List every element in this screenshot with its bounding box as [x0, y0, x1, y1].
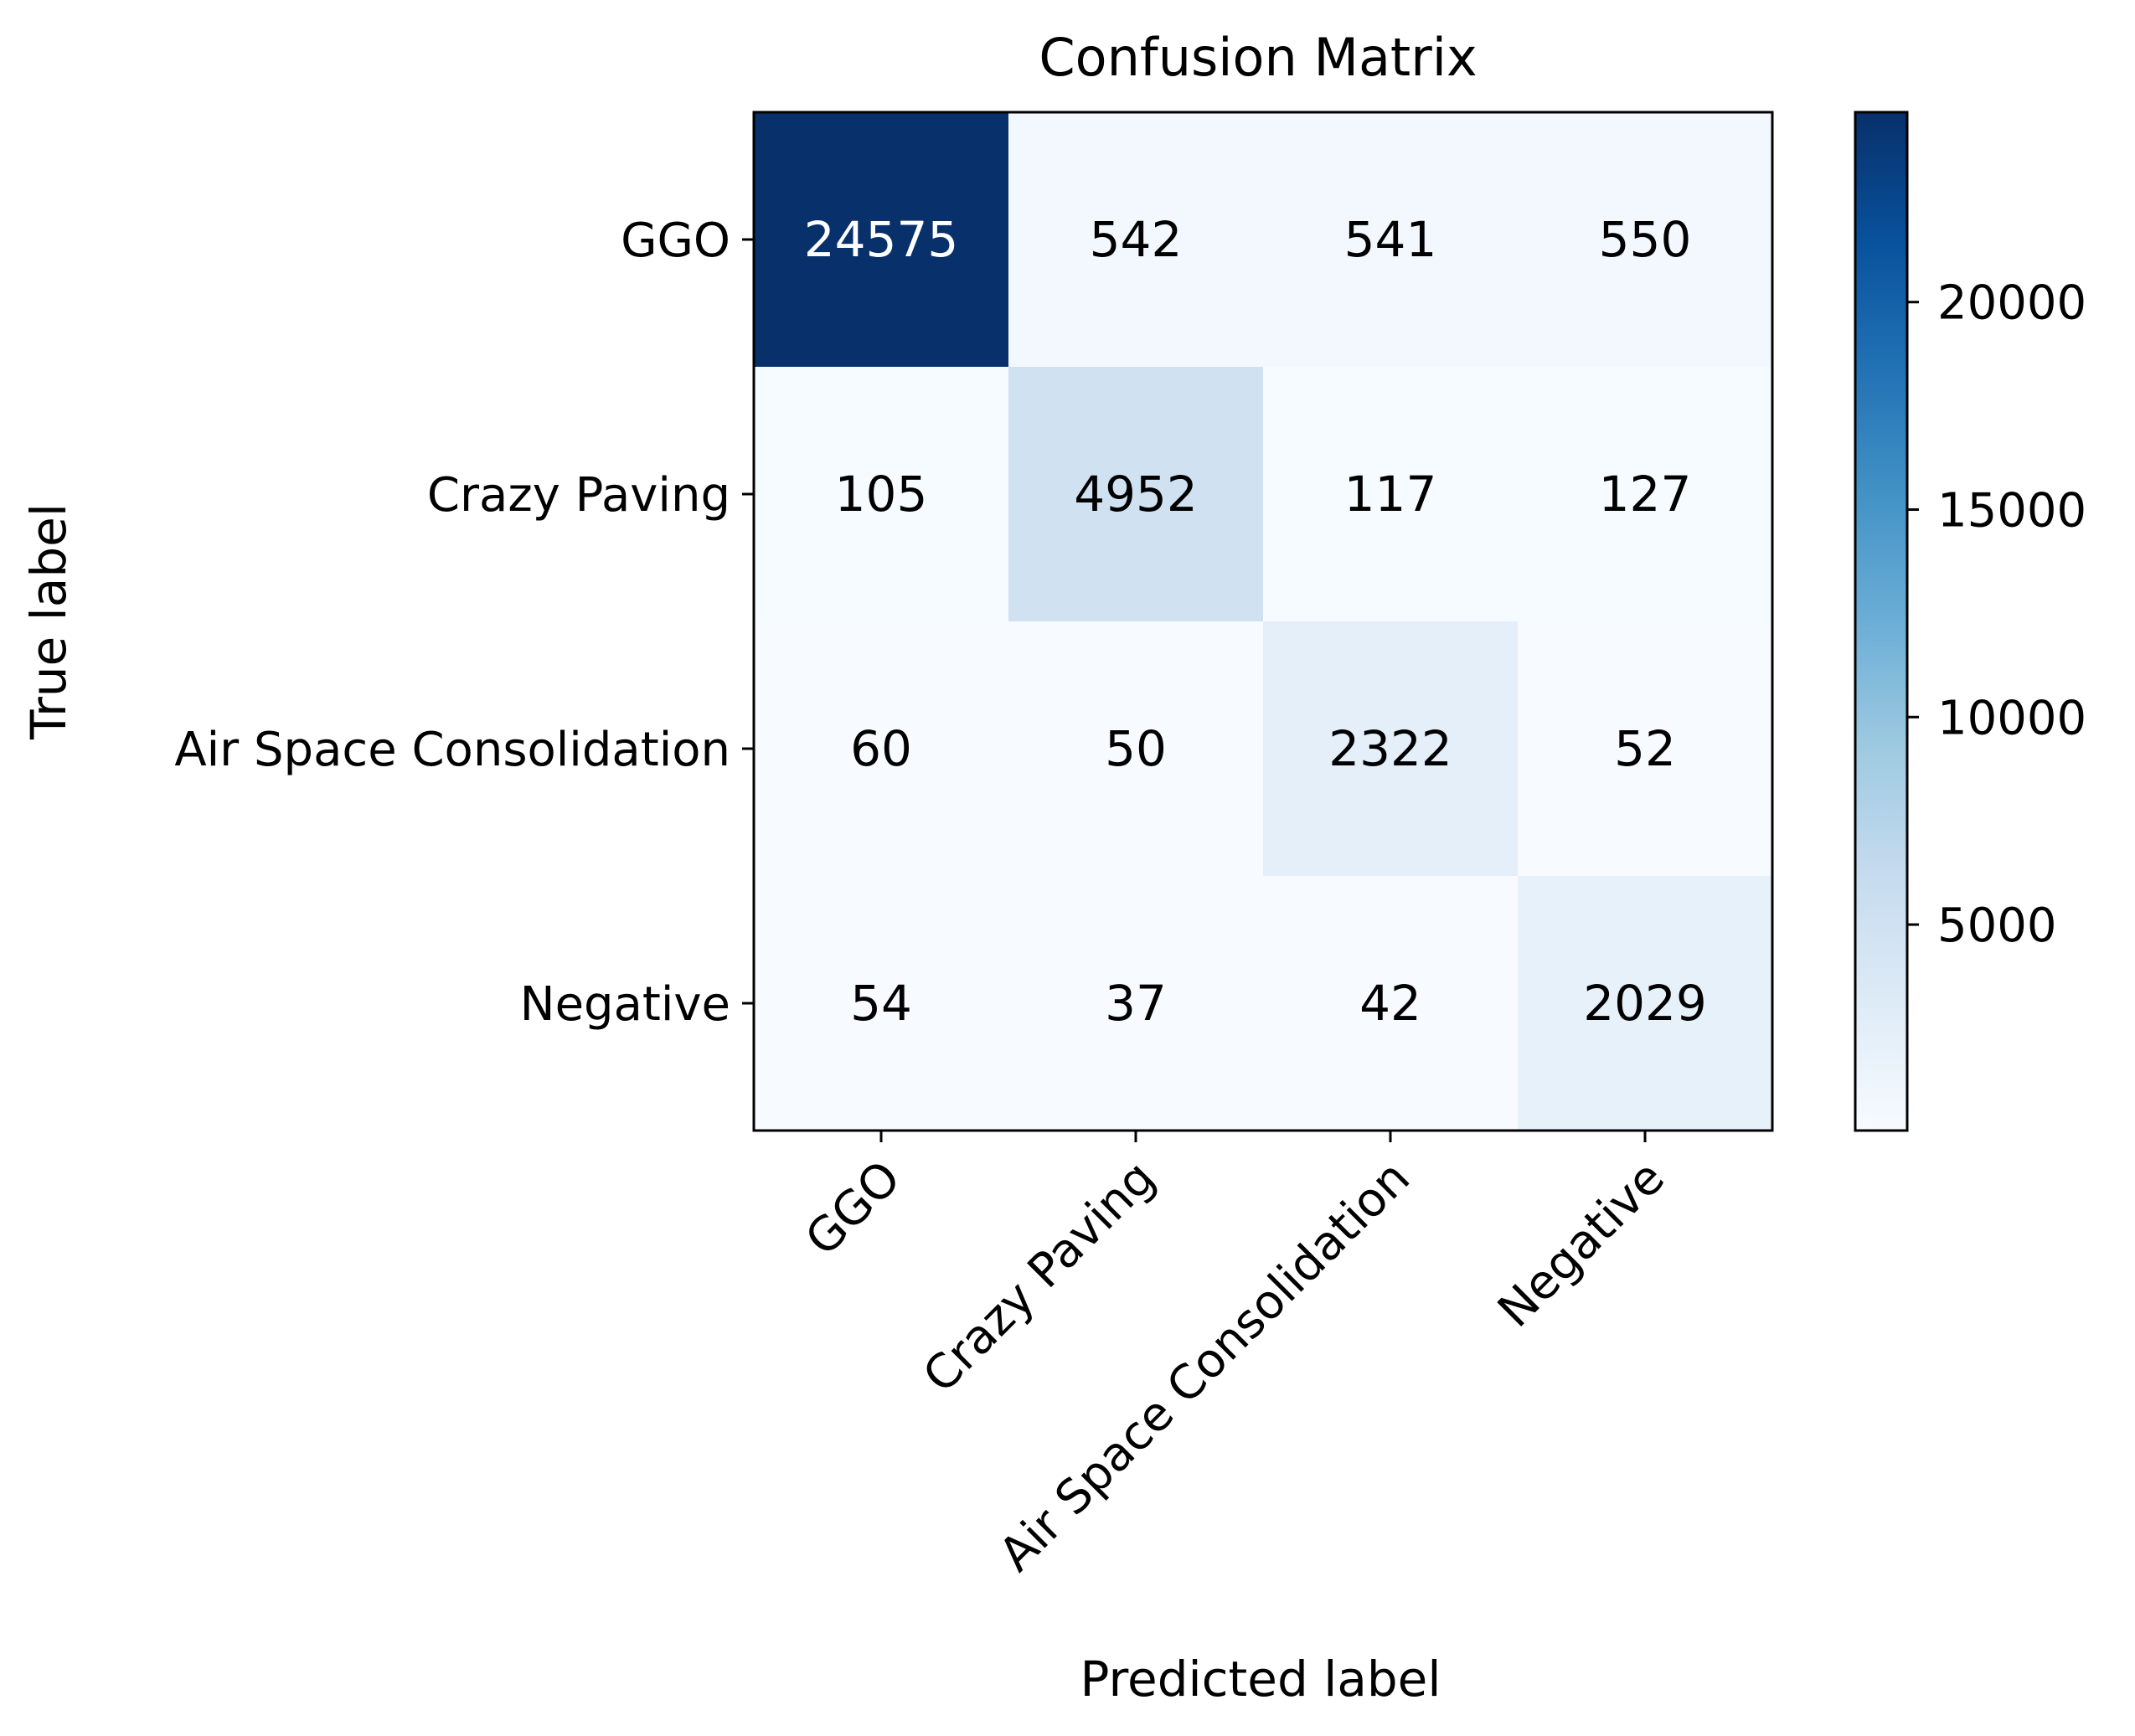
- cell-value-label: 542: [1090, 211, 1183, 268]
- colorbar-tick-label: 10000: [1937, 691, 2086, 745]
- cell-value-label: 50: [1105, 720, 1167, 777]
- cell-value-label: 2029: [1583, 975, 1707, 1032]
- cell-value-label: 52: [1614, 720, 1676, 777]
- y-axis-ticks: GGO Crazy Paving Air Space Consolidation Ne…: [174, 214, 754, 1032]
- matrix-cell: [754, 112, 1009, 368]
- plot-frame: [752, 111, 1774, 1132]
- cell-value-label: 37: [1105, 975, 1167, 1032]
- x-tick-label: Negative: [1488, 1151, 1675, 1338]
- matrix-cell: [1518, 367, 1773, 622]
- y-tick-label: GGO: [621, 214, 730, 268]
- y-tick-label: Air Space Consolidation: [174, 723, 730, 777]
- colorbar-tick-label: 5000: [1937, 899, 2057, 953]
- matrix-cell: [1008, 876, 1264, 1131]
- x-tick-label: GGO: [795, 1151, 911, 1267]
- matrix-cell: [1008, 112, 1264, 368]
- matrix-cell: [754, 876, 1009, 1131]
- x-tick-label: Air Space Consolidation: [989, 1151, 1421, 1582]
- cell-value-label: 60: [850, 720, 912, 777]
- matrix-cell: [1263, 112, 1519, 368]
- matrix-cells: [754, 112, 1773, 1131]
- matrix-cell: [754, 367, 1009, 622]
- matrix-cell: [1008, 621, 1264, 877]
- cell-value-label: 550: [1599, 211, 1692, 268]
- x-tick-label: Crazy Paving: [913, 1151, 1166, 1404]
- colorbar-tick-label: 20000: [1937, 276, 2086, 331]
- matrix-cell: [1263, 621, 1519, 877]
- cell-value-label: 127: [1599, 466, 1692, 523]
- cell-value-label: 4952: [1074, 466, 1198, 523]
- cell-value-label: 117: [1344, 466, 1437, 523]
- matrix-cell: [1263, 367, 1519, 622]
- cell-value-label: 105: [835, 466, 928, 523]
- cell-value-label: 2322: [1328, 720, 1452, 777]
- matrix-cell: [754, 621, 1009, 877]
- matrix-cell: [1008, 367, 1264, 622]
- y-tick-label: Crazy Paving: [427, 468, 730, 523]
- cell-value-label: 42: [1359, 975, 1421, 1032]
- colorbar-tick-label: 15000: [1937, 483, 2086, 538]
- cell-value-label: 541: [1344, 211, 1437, 268]
- matrix-cell-labels: 24575 542 541 550 105 4952 117 127 60 50 2322 52 54 3…: [804, 211, 1707, 1032]
- cell-value-label: 54: [850, 975, 912, 1032]
- matrix-cell: [1518, 876, 1773, 1131]
- colorbar-ticks: 5000 10000 15000 20000: [1907, 276, 2086, 953]
- cell-value-label: 24575: [804, 211, 959, 268]
- chart-title: Confusion Matrix: [1039, 27, 1477, 88]
- matrix-cell: [1263, 876, 1519, 1131]
- y-tick-label: Negative: [520, 977, 730, 1032]
- matrix-cell: [1518, 112, 1773, 368]
- matrix-cell: [1518, 621, 1773, 877]
- y-axis-label: True label: [20, 503, 77, 740]
- colorbar: [1854, 111, 1909, 1132]
- x-axis-label: Predicted label: [1080, 1651, 1441, 1708]
